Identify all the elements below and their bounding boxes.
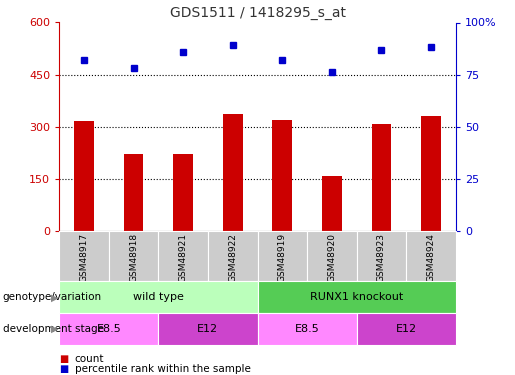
- Bar: [208, 231, 258, 281]
- Bar: [159, 231, 208, 281]
- Bar: [356, 231, 406, 281]
- Text: GSM48920: GSM48920: [328, 233, 336, 282]
- Bar: [322, 176, 342, 231]
- Bar: [356, 313, 456, 345]
- Text: GSM48917: GSM48917: [79, 233, 89, 282]
- Text: ■: ■: [59, 354, 68, 364]
- Text: ▶: ▶: [52, 324, 59, 334]
- Title: GDS1511 / 1418295_s_at: GDS1511 / 1418295_s_at: [169, 6, 346, 20]
- Bar: [258, 281, 456, 313]
- Bar: [59, 313, 158, 345]
- Bar: [173, 154, 193, 231]
- Bar: [421, 116, 441, 231]
- Bar: [124, 154, 144, 231]
- Bar: [59, 231, 109, 281]
- Text: genotype/variation: genotype/variation: [3, 292, 101, 302]
- Text: wild type: wild type: [133, 292, 184, 302]
- Text: ▶: ▶: [52, 292, 59, 302]
- Text: GSM48924: GSM48924: [426, 233, 436, 282]
- Text: ■: ■: [59, 364, 68, 374]
- Text: GSM48922: GSM48922: [228, 233, 237, 282]
- Bar: [74, 122, 94, 231]
- Text: GSM48919: GSM48919: [278, 233, 287, 282]
- Bar: [223, 114, 243, 231]
- Text: E12: E12: [396, 324, 417, 334]
- Bar: [158, 313, 258, 345]
- Text: percentile rank within the sample: percentile rank within the sample: [75, 364, 251, 374]
- Text: count: count: [75, 354, 104, 364]
- Bar: [59, 281, 258, 313]
- Bar: [406, 231, 456, 281]
- Text: GSM48918: GSM48918: [129, 233, 138, 282]
- Text: development stage: development stage: [3, 324, 104, 334]
- Text: E12: E12: [197, 324, 218, 334]
- Bar: [272, 120, 292, 231]
- Bar: [258, 231, 307, 281]
- Text: GSM48921: GSM48921: [179, 233, 187, 282]
- Bar: [258, 313, 356, 345]
- Bar: [371, 124, 391, 231]
- Bar: [307, 231, 356, 281]
- Text: GSM48923: GSM48923: [377, 233, 386, 282]
- Text: RUNX1 knockout: RUNX1 knockout: [310, 292, 403, 302]
- Text: E8.5: E8.5: [96, 324, 121, 334]
- Bar: [109, 231, 159, 281]
- Text: E8.5: E8.5: [295, 324, 319, 334]
